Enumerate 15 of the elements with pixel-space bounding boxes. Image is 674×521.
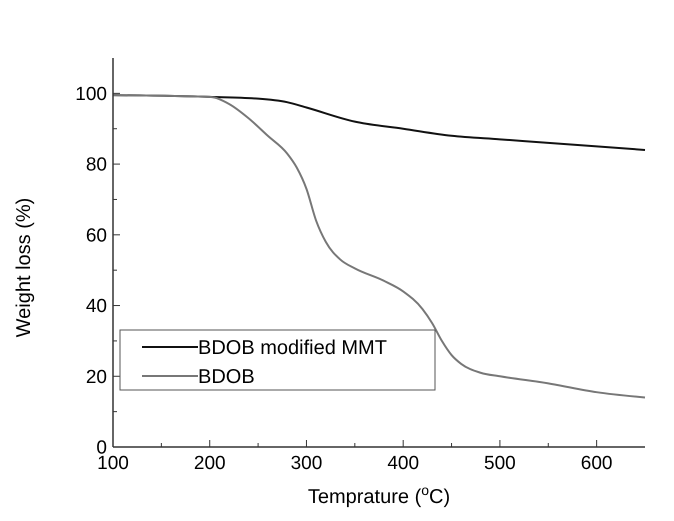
legend-label: BDOB modified MMT xyxy=(198,337,387,359)
x-tick-label: 300 xyxy=(290,453,322,474)
y-tick-label: 60 xyxy=(86,225,107,246)
y-axis-title: Weight loss (%) xyxy=(13,198,35,338)
x-tick-label: 500 xyxy=(484,453,516,474)
y-tick-label: 20 xyxy=(86,366,107,388)
line-series xyxy=(112,94,646,398)
legend-label: BDOB xyxy=(198,366,255,388)
x-tick-label: 200 xyxy=(194,453,226,474)
y-tick-label: 80 xyxy=(86,154,107,176)
x-axis-title: Temprature ($^{o}$C) xyxy=(308,482,450,508)
x-tick-label: 600 xyxy=(580,453,612,474)
y-tick-label: 40 xyxy=(86,296,107,318)
y-tick-label: 100 xyxy=(75,84,107,106)
x-tick-label: 400 xyxy=(387,453,420,474)
